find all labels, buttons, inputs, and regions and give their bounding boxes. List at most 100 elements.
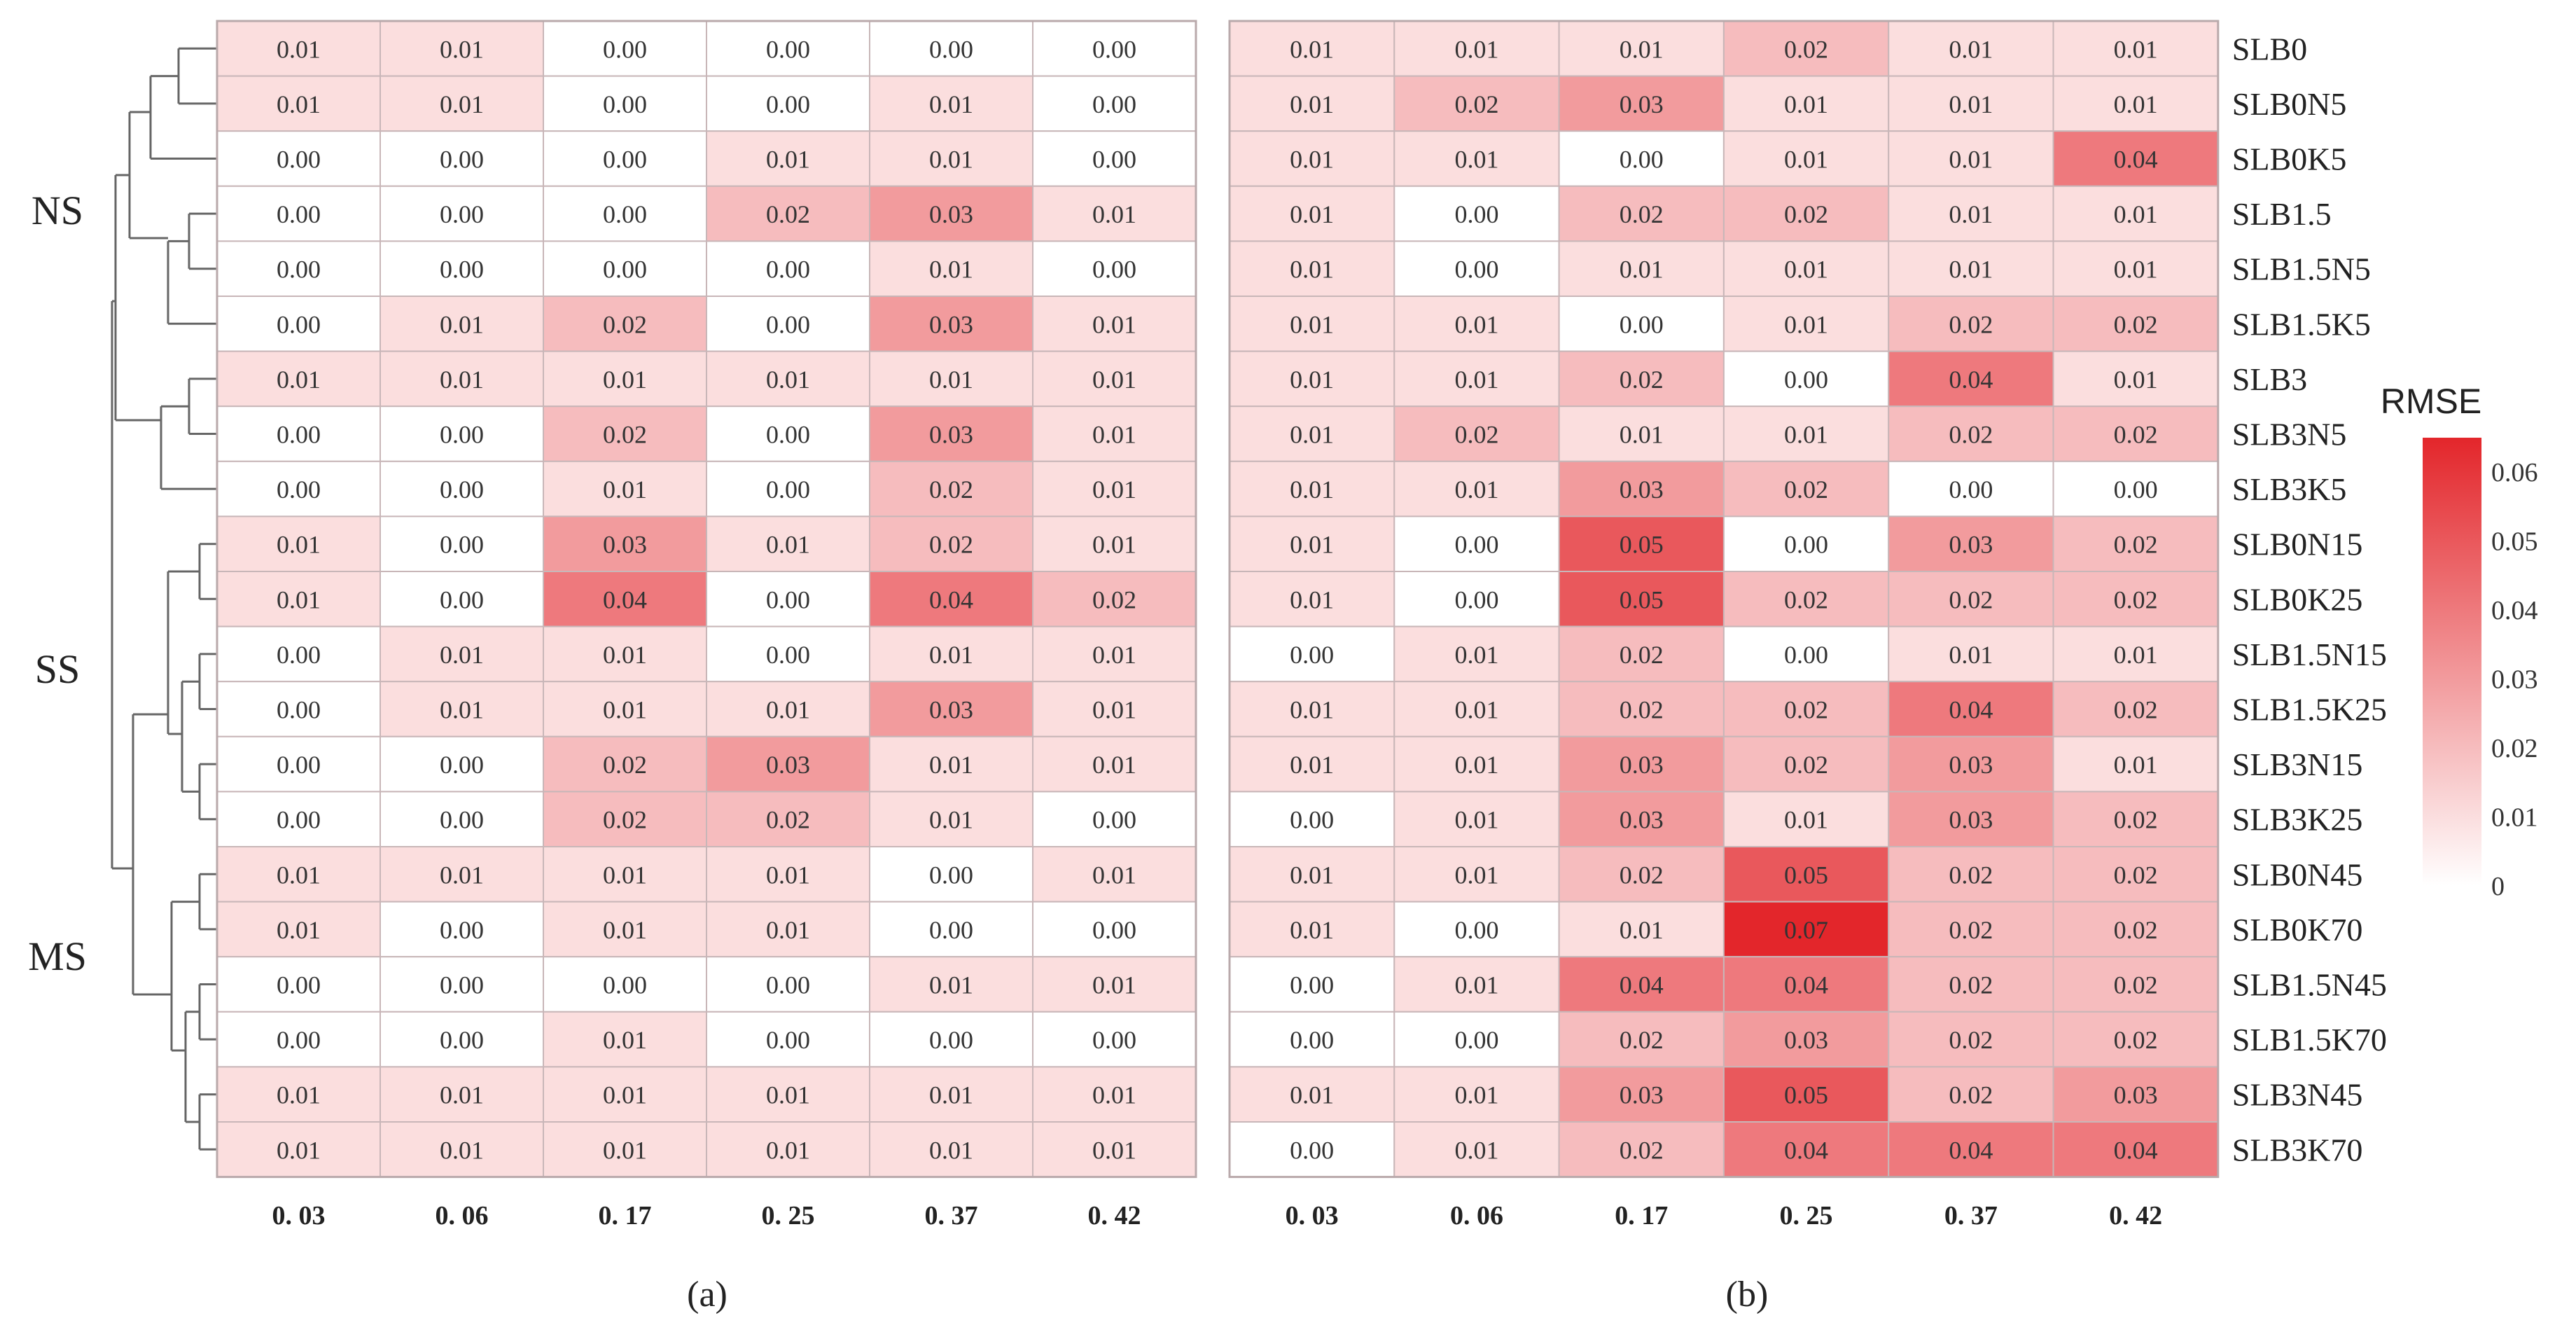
cell-value-label: 0.01 xyxy=(766,696,810,724)
heatmap-cell xyxy=(543,185,707,242)
cell-value-label: 0.01 xyxy=(1620,421,1664,449)
cell-value-label: 0.01 xyxy=(1949,90,1993,118)
heatmap-cell xyxy=(869,350,1033,408)
row-group-label: MS xyxy=(28,934,87,979)
heatmap-cell xyxy=(1558,571,1725,627)
cell-value-label: 0.02 xyxy=(1620,641,1664,669)
cell-value-label: 0.00 xyxy=(1290,1026,1334,1054)
cell-value-label: 0.02 xyxy=(2114,531,2158,559)
cell-value-label: 0.01 xyxy=(1454,641,1498,669)
cell-value-label: 0.00 xyxy=(1620,146,1664,174)
cell-value-label: 0.01 xyxy=(1092,751,1136,779)
heatmap-cell xyxy=(1558,1011,1725,1068)
cell-value-label: 0.04 xyxy=(603,585,647,613)
cell-value-label: 0.03 xyxy=(1620,476,1664,504)
heatmap-cell xyxy=(2052,460,2219,518)
heatmap-cell xyxy=(1888,460,2054,518)
cell-value-label: 0.00 xyxy=(1092,1026,1136,1054)
cell-value-label: 0.04 xyxy=(1784,971,1828,999)
cell-value-label: 0.01 xyxy=(277,861,321,889)
cell-value-label: 0.00 xyxy=(766,476,810,504)
heatmap-cell xyxy=(543,956,707,1013)
heatmap-cell xyxy=(1229,1011,1395,1068)
heatmap-cell xyxy=(1032,625,1197,683)
heatmap-cell xyxy=(216,625,381,683)
cell-value-label: 0.00 xyxy=(929,861,973,889)
cell-value-label: 0.01 xyxy=(1454,971,1498,999)
x-tick-label: 0. 03 xyxy=(272,1201,326,1230)
heatmap-cell xyxy=(1888,1066,2054,1123)
cell-value-label: 0.01 xyxy=(1092,310,1136,338)
legend-tick-label: 0.01 xyxy=(2491,803,2538,833)
legend-title: RMSE xyxy=(2381,382,2481,421)
cell-value-label: 0.00 xyxy=(603,971,647,999)
cell-value-label: 0.00 xyxy=(440,1026,484,1054)
cell-value-label: 0.01 xyxy=(929,641,973,669)
cell-value-label: 0.02 xyxy=(1949,585,1993,613)
cell-value-label: 0.00 xyxy=(1949,476,1993,504)
cell-value-label: 0.01 xyxy=(1454,310,1498,338)
heatmap-cell xyxy=(1229,901,1395,958)
cell-value-label: 0.01 xyxy=(1454,806,1498,834)
heatmap-cell xyxy=(869,130,1033,187)
heatmap-cell xyxy=(380,296,544,352)
heatmap-cell xyxy=(543,735,707,793)
cell-value-label: 0.01 xyxy=(2114,256,2158,284)
cell-value-label: 0.03 xyxy=(1620,90,1664,118)
cell-value-label: 0.02 xyxy=(1784,35,1828,63)
x-tick-label: 0. 42 xyxy=(1088,1201,1141,1230)
cell-value-label: 0.01 xyxy=(929,366,973,394)
heatmap-cell xyxy=(2052,1121,2219,1178)
heatmap-cell xyxy=(706,735,870,793)
cell-value-label: 0.00 xyxy=(766,310,810,338)
row-label: SLB0K25 xyxy=(2232,581,2363,617)
heatmap-cell xyxy=(706,791,870,848)
heatmap-cell xyxy=(1888,130,2054,187)
cell-value-label: 0.00 xyxy=(440,200,484,228)
cell-value-label: 0.02 xyxy=(2114,421,2158,449)
cell-value-label: 0.01 xyxy=(1949,641,1993,669)
heatmap-cell xyxy=(869,571,1033,627)
heatmap-cell xyxy=(706,571,870,627)
heatmap-cell xyxy=(1558,20,1725,77)
cell-value-label: 0.00 xyxy=(766,585,810,613)
legend-tick-label: 0.04 xyxy=(2491,596,2538,625)
cell-value-label: 0.01 xyxy=(1784,310,1828,338)
cell-value-label: 0.01 xyxy=(277,1081,321,1109)
cell-value-label: 0.00 xyxy=(1092,90,1136,118)
cell-value-label: 0.01 xyxy=(1784,90,1828,118)
cell-value-label: 0.00 xyxy=(1784,531,1828,559)
cell-value-label: 0.01 xyxy=(1949,200,1993,228)
cell-value-label: 0.01 xyxy=(929,146,973,174)
heatmap-cell xyxy=(543,350,707,408)
cell-value-label: 0.02 xyxy=(2114,916,2158,944)
cell-value-label: 0.07 xyxy=(1784,916,1828,944)
cell-value-label: 0.01 xyxy=(1092,696,1136,724)
cell-value-label: 0.01 xyxy=(440,1081,484,1109)
cell-value-label: 0.01 xyxy=(1290,1081,1334,1109)
heatmap-cell xyxy=(1229,350,1395,408)
cell-value-label: 0.01 xyxy=(277,531,321,559)
heatmap-cell xyxy=(1722,956,1890,1013)
heatmap-cell xyxy=(706,846,870,903)
cell-value-label: 0.02 xyxy=(603,751,647,779)
heatmap-cell xyxy=(2052,571,2219,627)
heatmap-cell xyxy=(1722,130,1890,187)
cell-value-label: 0.00 xyxy=(603,200,647,228)
heatmap-cell xyxy=(1888,75,2054,132)
heatmap-cell xyxy=(1558,1066,1725,1123)
heatmap-cell xyxy=(1558,681,1725,737)
heatmap-cell xyxy=(1558,901,1725,958)
cell-value-label: 0.00 xyxy=(2114,476,2158,504)
cell-value-label: 0.01 xyxy=(1290,531,1334,559)
heatmap-cell xyxy=(1722,681,1890,737)
heatmap-cell xyxy=(1558,130,1725,187)
x-tick-label: 0. 06 xyxy=(1450,1201,1503,1230)
cell-value-label: 0.03 xyxy=(929,421,973,449)
cell-value-label: 0.00 xyxy=(1454,585,1498,613)
heatmap-cell xyxy=(543,240,707,297)
cell-value-label: 0.01 xyxy=(1454,146,1498,174)
row-label: SLB0K5 xyxy=(2232,141,2347,177)
cell-value-label: 0.00 xyxy=(1092,146,1136,174)
